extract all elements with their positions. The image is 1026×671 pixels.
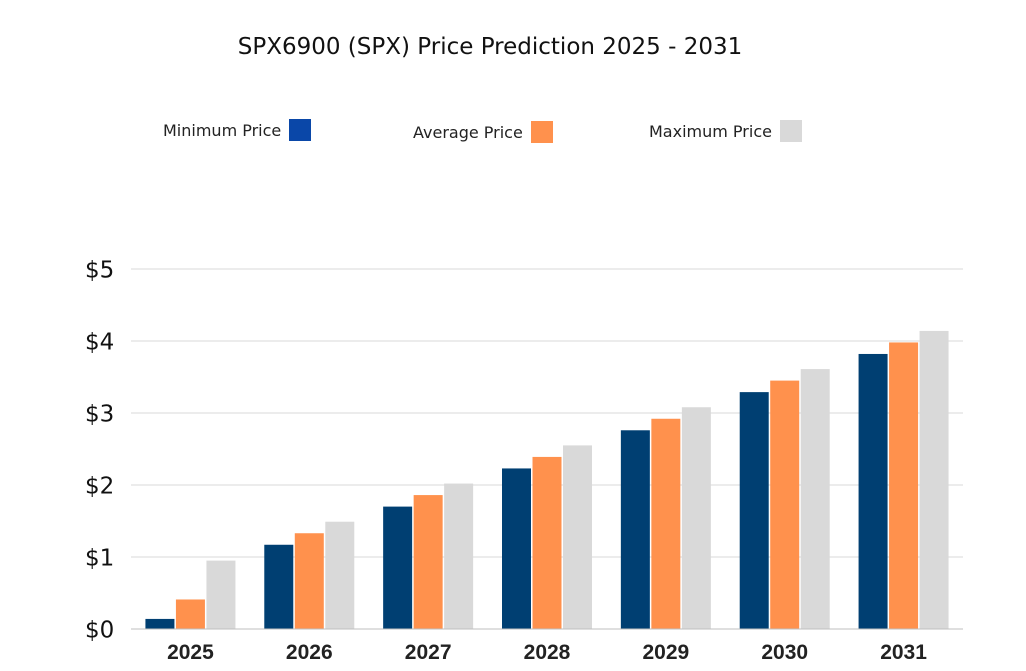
- y-tick-label: $0: [85, 618, 114, 644]
- bar-minimum-price-2031: [858, 353, 888, 629]
- bar-average-price-2029: [651, 418, 681, 629]
- bar-maximum-price-2031: [919, 330, 949, 629]
- bar-average-price-2027: [413, 495, 443, 629]
- legend-item-average: Average Price: [413, 121, 553, 143]
- bar-average-price-2031: [889, 342, 919, 629]
- legend-label-maximum: Maximum Price: [649, 121, 772, 141]
- y-tick-label: $5: [85, 258, 114, 284]
- bar-maximum-price-2025: [206, 560, 236, 629]
- x-tick-label: 2031: [880, 641, 927, 664]
- bar-minimum-price-2026: [264, 544, 294, 629]
- bar-minimum-price-2030: [739, 392, 769, 629]
- y-tick-label: $4: [85, 330, 114, 356]
- legend-swatch-maximum: [779, 120, 802, 142]
- x-tick-label: 2027: [405, 641, 452, 664]
- y-tick-label: $3: [85, 402, 114, 428]
- bar-maximum-price-2027: [444, 483, 474, 629]
- bar-minimum-price-2027: [383, 506, 413, 629]
- x-tick-label: 2029: [642, 641, 689, 664]
- chart-title: SPX6900 (SPX) Price Prediction 2025 - 20…: [237, 34, 743, 60]
- legend-swatch-minimum: [289, 119, 312, 141]
- x-tick-label: 2028: [524, 641, 571, 664]
- bar-maximum-price-2028: [563, 445, 592, 629]
- bar-maximum-price-2030: [800, 369, 830, 629]
- legend-item-minimum: Minimum Price: [163, 119, 312, 141]
- bar-average-price-2025: [175, 599, 205, 629]
- legend-item-maximum: Maximum Price: [649, 120, 802, 142]
- x-tick-label: 2025: [167, 641, 214, 664]
- y-tick-label: $2: [85, 474, 114, 500]
- bar-average-price-2026: [294, 533, 324, 629]
- y-tick-label: $1: [85, 546, 114, 572]
- legend-label-minimum: Minimum Price: [163, 120, 282, 140]
- x-tick-label: 2026: [286, 641, 333, 664]
- bar-minimum-price-2025: [145, 618, 175, 629]
- bar-minimum-price-2028: [502, 468, 531, 629]
- legend-label-average: Average Price: [413, 122, 523, 142]
- bar-maximum-price-2026: [325, 521, 355, 629]
- x-tick-label: 2030: [761, 641, 808, 664]
- bar-maximum-price-2029: [681, 407, 711, 629]
- bar-minimum-price-2029: [620, 430, 650, 629]
- legend-swatch-average: [530, 121, 553, 143]
- bar-average-price-2028: [532, 456, 562, 629]
- bar-average-price-2030: [770, 380, 800, 629]
